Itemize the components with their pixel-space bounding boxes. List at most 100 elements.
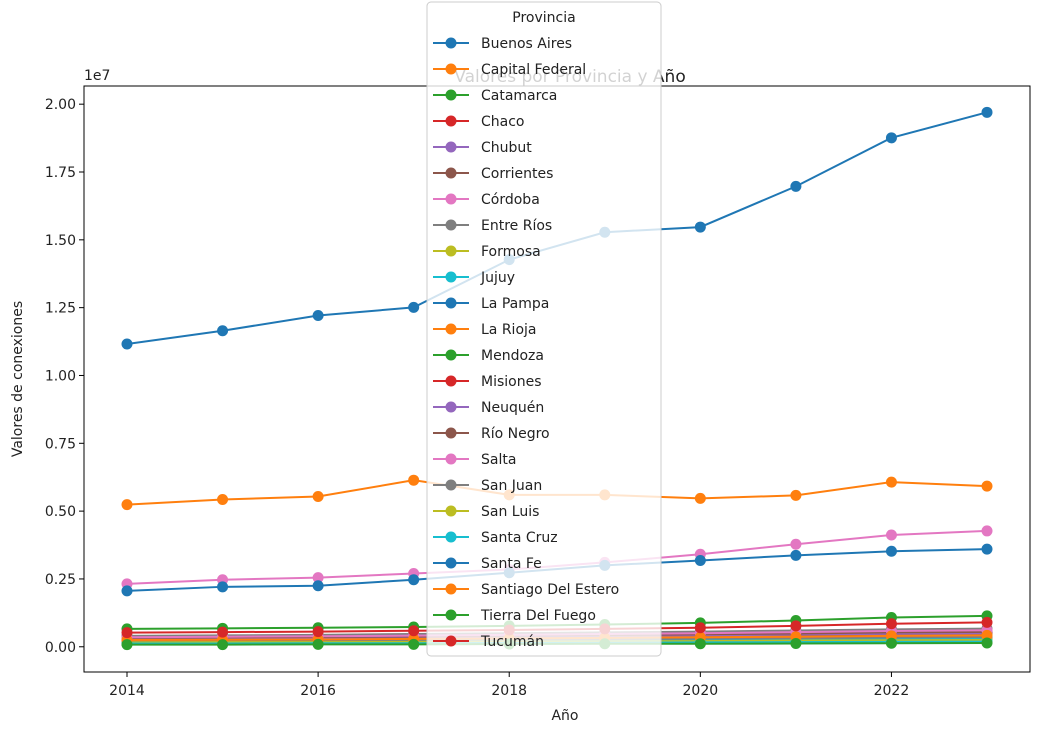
data-point	[790, 538, 802, 550]
legend-label: Santiago Del Estero	[481, 582, 619, 598]
data-point	[885, 637, 897, 649]
data-point	[885, 618, 897, 630]
data-point	[408, 625, 420, 637]
y-tick-label: 1.00	[45, 368, 76, 384]
data-point	[408, 474, 420, 486]
legend-label: Formosa	[481, 244, 541, 260]
legend-label: La Rioja	[481, 322, 536, 338]
data-point	[885, 529, 897, 541]
legend-marker	[445, 245, 457, 257]
legend-marker	[445, 323, 457, 335]
legend-label: Santa Cruz	[481, 530, 558, 546]
legend-label: Santa Fe	[481, 556, 542, 572]
data-point	[694, 492, 706, 504]
legend-marker	[445, 37, 457, 49]
data-point	[981, 543, 993, 555]
data-point	[790, 489, 802, 501]
legend-marker	[445, 297, 457, 309]
legend-marker	[445, 609, 457, 621]
legend-title: Provincia	[512, 10, 575, 26]
y-tick-label: 1.25	[45, 301, 76, 317]
legend-label: San Juan	[481, 478, 542, 494]
legend-label: Buenos Aires	[481, 36, 572, 52]
data-point	[408, 301, 420, 313]
data-point	[121, 499, 133, 511]
data-point	[981, 525, 993, 537]
legend-marker	[445, 401, 457, 413]
data-point	[981, 616, 993, 628]
data-point	[121, 627, 133, 639]
data-point	[694, 638, 706, 650]
data-point	[790, 180, 802, 192]
legend-marker	[445, 115, 457, 127]
y-tick-label: 0.00	[45, 640, 76, 656]
data-point	[121, 585, 133, 597]
data-point	[121, 338, 133, 350]
legend-marker	[445, 505, 457, 517]
legend-label: Entre Ríos	[481, 218, 552, 234]
x-tick-label: 2014	[109, 683, 145, 699]
legend-marker	[445, 63, 457, 75]
legend-label: Catamarca	[481, 88, 557, 104]
legend-marker	[445, 167, 457, 179]
x-tick-label: 2018	[491, 683, 527, 699]
x-tick-label: 2022	[874, 683, 910, 699]
y-tick-label: 0.75	[45, 436, 76, 452]
data-point	[981, 480, 993, 492]
data-point	[312, 638, 324, 650]
legend-label: Neuquén	[481, 400, 544, 416]
data-point	[312, 572, 324, 584]
legend-label: La Pampa	[481, 296, 549, 312]
x-tick-label: 2016	[300, 683, 336, 699]
data-point	[981, 106, 993, 118]
data-point	[408, 638, 420, 650]
legend-label: Misiones	[481, 374, 542, 390]
legend-label: Mendoza	[481, 348, 544, 364]
data-point	[981, 629, 993, 641]
legend-marker	[445, 375, 457, 387]
legend-marker	[445, 219, 457, 231]
x-tick-label: 2020	[683, 683, 719, 699]
data-point	[217, 639, 229, 651]
legend-label: Tierra Del Fuego	[480, 608, 596, 624]
data-point	[885, 476, 897, 488]
data-point	[312, 490, 324, 502]
legend-label: Río Negro	[481, 426, 550, 442]
data-point	[312, 626, 324, 638]
y-tick-label: 1.75	[45, 165, 76, 181]
legend-label: Salta	[481, 452, 516, 468]
data-point	[694, 622, 706, 634]
data-point	[790, 620, 802, 632]
data-point	[121, 639, 133, 651]
y-axis-label: Valores de conexiones	[10, 301, 26, 457]
legend-marker	[445, 427, 457, 439]
legend-marker	[445, 583, 457, 595]
legend-label: Corrientes	[481, 166, 553, 182]
legend-marker	[445, 89, 457, 101]
y-tick-label: 1.50	[45, 233, 76, 249]
legend-marker	[445, 557, 457, 569]
legend-label: Jujuy	[480, 270, 515, 286]
y-tick-label: 0.50	[45, 504, 76, 520]
legend-marker	[445, 531, 457, 543]
data-point	[217, 581, 229, 593]
y-tick-label: 2.00	[45, 97, 76, 113]
data-point	[217, 325, 229, 337]
legend-marker	[445, 453, 457, 465]
legend-label: Chubut	[481, 140, 532, 156]
data-point	[790, 549, 802, 561]
legend: Provincia Buenos Aires Capital Federal Cata…	[426, 1, 662, 657]
data-point	[217, 626, 229, 638]
legend-marker	[445, 193, 457, 205]
data-point	[312, 580, 324, 592]
data-point	[217, 493, 229, 505]
y-offset-label: 1e7	[84, 68, 110, 84]
legend-marker	[445, 635, 457, 647]
data-point	[790, 638, 802, 650]
data-point	[694, 221, 706, 233]
legend-label: Chaco	[481, 114, 525, 130]
data-point	[408, 574, 420, 586]
data-point	[885, 545, 897, 557]
legend-label: Tucumán	[480, 634, 544, 650]
